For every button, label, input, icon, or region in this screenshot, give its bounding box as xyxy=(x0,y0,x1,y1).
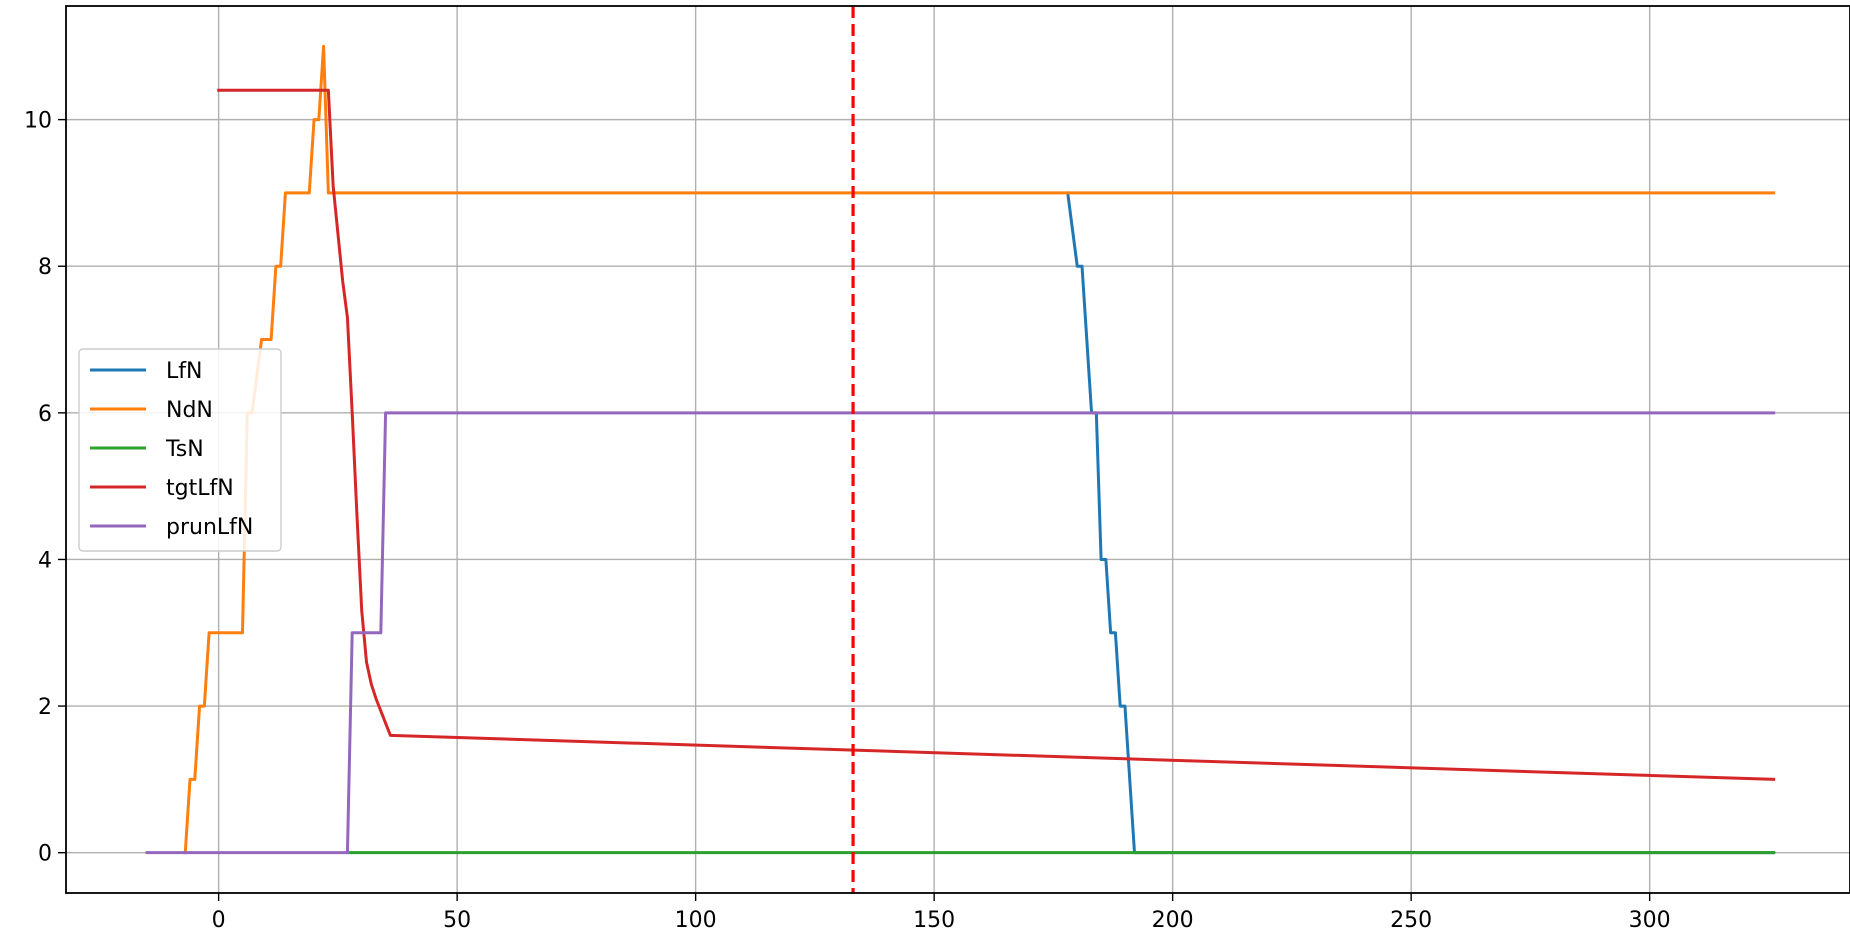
axis-ticks: 0 50 100 150 200 250 300 0 2 4 6 8 10 xyxy=(24,109,1671,933)
legend-label-tgtLfN: tgtLfN xyxy=(166,476,234,501)
y-tick-label: 6 xyxy=(38,402,52,427)
series-line-NdN xyxy=(183,44,1776,855)
series-line-LfN xyxy=(1066,191,1776,855)
x-tick-label: 50 xyxy=(443,908,471,933)
y-tick-label: 4 xyxy=(38,548,52,573)
legend-label-NdN: NdN xyxy=(166,398,213,423)
series-line-tgtLfN xyxy=(217,88,1776,781)
x-tick-label: 0 xyxy=(212,908,226,933)
y-tick-label: 10 xyxy=(24,109,52,134)
y-tick-label: 2 xyxy=(38,695,52,720)
series-lines xyxy=(145,44,1776,855)
legend-label-LfN: LfN xyxy=(166,359,202,384)
x-tick-label: 250 xyxy=(1390,908,1432,933)
legend: LfN NdN TsN tgtLfN prunLfN xyxy=(78,348,282,552)
x-tick-label: 300 xyxy=(1629,908,1671,933)
y-tick-label: 0 xyxy=(38,842,52,867)
x-tick-label: 200 xyxy=(1152,908,1194,933)
series-line-prunLfN xyxy=(145,411,1776,855)
legend-label-prunLfN: prunLfN xyxy=(166,515,253,540)
x-tick-label: 100 xyxy=(675,908,717,933)
y-tick-label: 8 xyxy=(38,255,52,280)
legend-box xyxy=(78,348,282,552)
legend-label-TsN: TsN xyxy=(165,437,204,462)
x-tick-label: 150 xyxy=(913,908,955,933)
plot-frame xyxy=(65,5,1850,894)
